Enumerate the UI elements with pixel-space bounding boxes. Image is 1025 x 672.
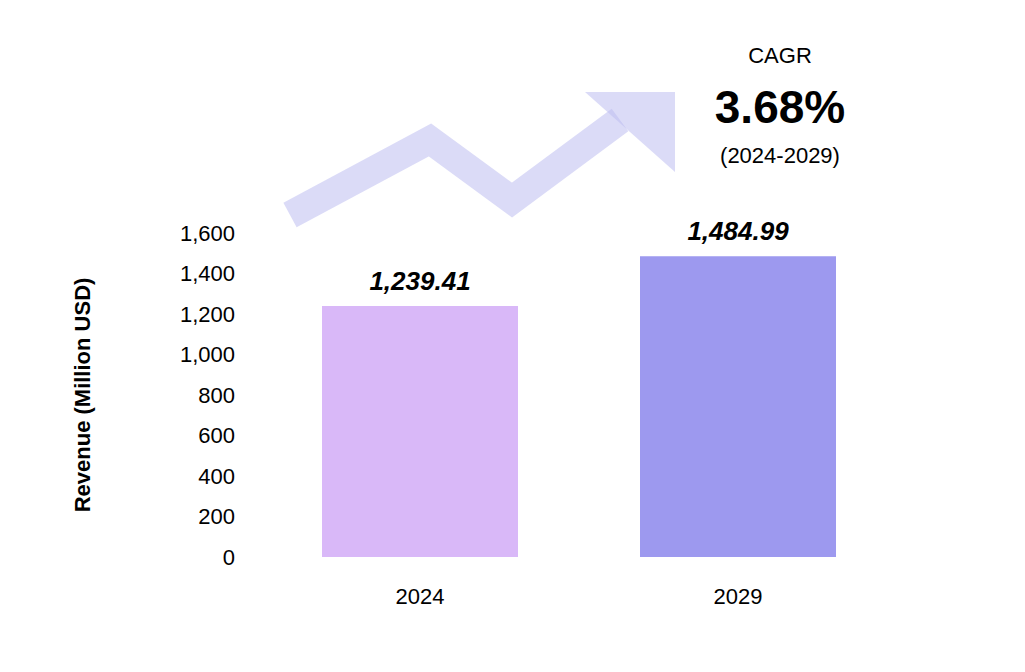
svg-text:CAGR: CAGR	[748, 43, 812, 68]
svg-text:600: 600	[198, 423, 235, 448]
svg-text:2024: 2024	[396, 584, 445, 609]
svg-text:200: 200	[198, 504, 235, 529]
svg-text:Revenue (Million USD): Revenue (Million USD)	[70, 278, 95, 513]
svg-text:800: 800	[198, 383, 235, 408]
svg-text:(2024-2029): (2024-2029)	[720, 143, 840, 168]
svg-text:1,239.41: 1,239.41	[369, 266, 470, 296]
svg-text:1,600: 1,600	[180, 221, 235, 246]
svg-text:1,400: 1,400	[180, 261, 235, 286]
svg-text:0: 0	[223, 545, 235, 570]
svg-text:1,484.99: 1,484.99	[687, 216, 789, 246]
svg-text:3.68%: 3.68%	[715, 81, 845, 133]
svg-text:400: 400	[198, 464, 235, 489]
svg-text:1,200: 1,200	[180, 302, 235, 327]
svg-text:2029: 2029	[714, 584, 763, 609]
svg-text:1,000: 1,000	[180, 342, 235, 367]
